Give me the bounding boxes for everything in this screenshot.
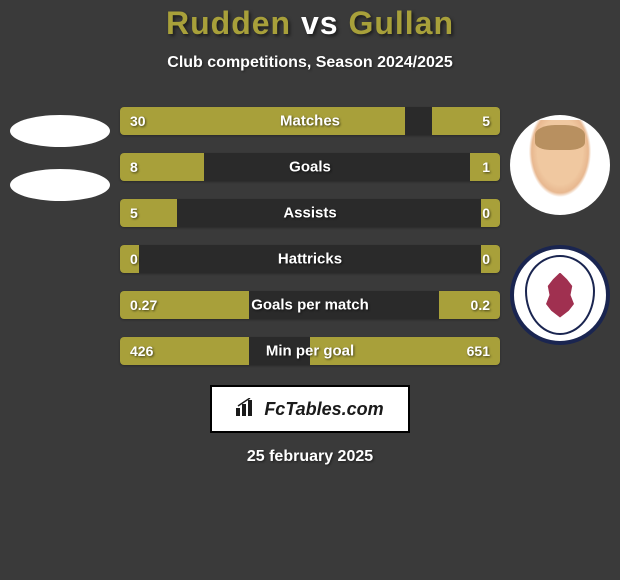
right-column	[500, 107, 620, 345]
footer-date: 25 february 2025	[247, 448, 373, 466]
title: Rudden vs Gullan	[166, 5, 454, 42]
bar-left-fill	[120, 291, 249, 319]
player2-club-badge	[510, 245, 610, 345]
stat-bar: Matches305	[120, 107, 500, 135]
stats-bars: Matches305 Goals81 Assists50 Hattricks00 Goa…	[120, 107, 500, 365]
bar-left-fill	[120, 245, 139, 273]
bar-left-fill	[120, 107, 405, 135]
player1-name: Rudden	[166, 5, 291, 41]
stat-bar: Assists50	[120, 199, 500, 227]
bar-right-fill	[481, 245, 500, 273]
shield-icon	[525, 255, 595, 335]
bar-left-fill	[120, 337, 249, 365]
content-row: Matches305 Goals81 Assists50 Hattricks00 Goa…	[0, 107, 620, 365]
bar-right-fill	[310, 337, 500, 365]
player1-club-placeholder	[10, 169, 110, 201]
stat-bar: Min per goal426651	[120, 337, 500, 365]
comparison-card: Rudden vs Gullan Club competitions, Seas…	[0, 0, 620, 580]
stat-label: Assists	[120, 205, 500, 222]
brand-text: FcTables.com	[264, 399, 383, 420]
bar-right-fill	[439, 291, 500, 319]
bar-left-fill	[120, 153, 204, 181]
brand-badge: FcTables.com	[210, 385, 410, 433]
vs-text: vs	[301, 5, 339, 41]
bar-left-fill	[120, 199, 177, 227]
subtitle: Club competitions, Season 2024/2025	[167, 54, 452, 72]
lion-icon	[543, 273, 578, 318]
stat-bar: Goals81	[120, 153, 500, 181]
player2-name: Gullan	[348, 5, 454, 41]
face-icon	[520, 120, 600, 210]
chart-icon	[236, 398, 258, 421]
bar-right-fill	[470, 153, 500, 181]
bar-right-fill	[432, 107, 500, 135]
bar-right-fill	[481, 199, 500, 227]
stat-bar: Goals per match0.270.2	[120, 291, 500, 319]
stat-label: Hattricks	[120, 251, 500, 268]
stat-bar: Hattricks00	[120, 245, 500, 273]
player1-avatar-placeholder	[10, 115, 110, 147]
player2-avatar	[510, 115, 610, 215]
left-column	[0, 107, 120, 223]
